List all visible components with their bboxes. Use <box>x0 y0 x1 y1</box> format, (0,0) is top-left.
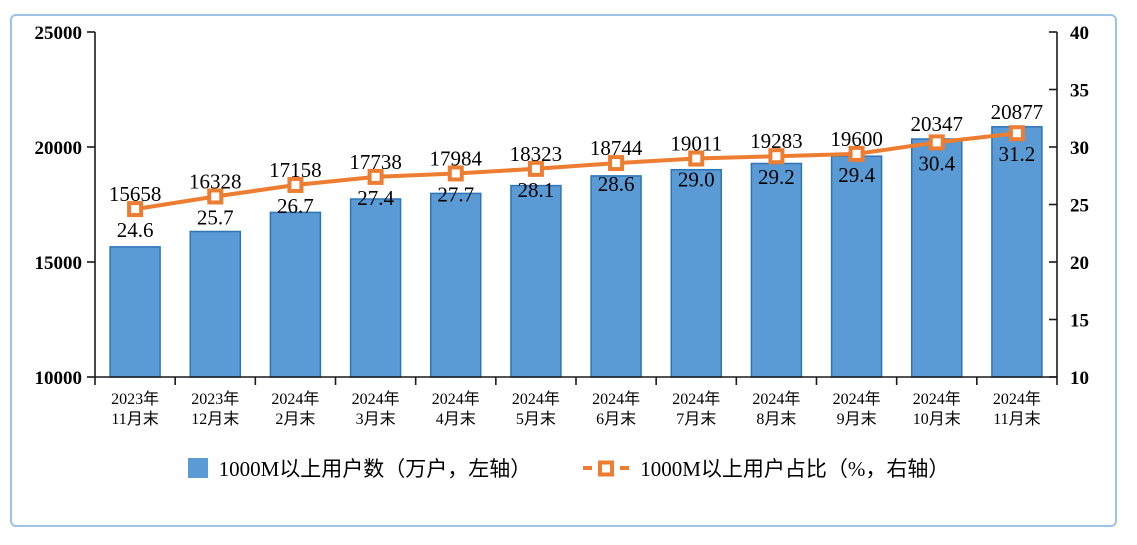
ratio-value-label-10: 30.4 <box>918 151 955 175</box>
ratio-marker-0 <box>127 201 144 218</box>
ratio-value-label-2: 26.7 <box>277 194 314 218</box>
x-axis-category-label-4: 2024年 4月末 <box>432 390 480 428</box>
line-series-marker-icon <box>583 460 630 477</box>
bar-value-label-5: 18323 <box>510 142 563 166</box>
left-axis-tick-label-1: 20000 <box>35 138 83 159</box>
x-axis-category-label-5: 2024年 5月末 <box>512 390 560 428</box>
x-axis-category-label-6: 2024年 6月末 <box>592 390 640 428</box>
left-axis-tick-label-0: 25000 <box>35 23 83 44</box>
x-axis-category-label-0: 2023年 11月末 <box>111 390 159 428</box>
bar-value-label-2: 17158 <box>269 158 322 182</box>
ratio-value-label-5: 28.1 <box>518 178 555 202</box>
ratio-marker-10 <box>928 134 945 151</box>
bar-5 <box>510 184 562 378</box>
bar-9 <box>830 155 883 378</box>
bar-1 <box>189 230 241 378</box>
ratio-marker-7 <box>688 150 705 167</box>
bar-value-label-7: 19011 <box>670 132 722 156</box>
left-axis-tick-label-3: 10000 <box>35 368 83 389</box>
bar-7 <box>670 168 722 378</box>
bar-3 <box>349 198 402 378</box>
x-axis-category-label-2: 2024年 2月末 <box>271 390 319 428</box>
bar-value-label-4: 17984 <box>430 147 483 171</box>
right-axis-tick-label-6: 10 <box>1070 368 1089 389</box>
bar-series-swatch-icon <box>187 458 208 478</box>
x-axis-category-label-7: 2024年 7月末 <box>672 390 720 428</box>
ratio-marker-8 <box>768 148 785 165</box>
ratio-marker-5 <box>527 160 544 177</box>
right-axis-tick-label-5: 15 <box>1070 311 1089 332</box>
right-axis-tick-label-1: 35 <box>1070 81 1089 102</box>
ratio-marker-6 <box>608 155 625 172</box>
x-axis-category-label-10: 2024年 10月末 <box>913 390 961 428</box>
bar-10 <box>911 138 963 378</box>
ratio-value-label-4: 27.7 <box>437 183 474 207</box>
left-axis-tick-label-2: 15000 <box>35 253 83 274</box>
bar-value-label-0: 15658 <box>109 182 162 206</box>
ratio-value-label-3: 27.4 <box>357 186 394 210</box>
bar-2 <box>269 211 322 378</box>
chart-legend: 1000M以上用户数（万户，左轴） 1000M以上用户占比（%，右轴） <box>0 453 1137 483</box>
ratio-marker-4 <box>447 165 464 182</box>
bar-6 <box>590 175 642 378</box>
legend-item-line-series: 1000M以上用户占比（%，右轴） <box>583 453 949 483</box>
ratio-marker-11 <box>1008 125 1025 142</box>
right-axis-tick-label-2: 30 <box>1070 138 1089 159</box>
right-axis-tick-label-4: 20 <box>1070 253 1089 274</box>
ratio-value-label-9: 29.4 <box>838 163 875 187</box>
x-axis-category-label-1: 2023年 12月末 <box>191 390 239 428</box>
bar-8 <box>750 162 803 378</box>
right-axis-tick-label-3: 25 <box>1070 196 1089 217</box>
x-axis-category-label-8: 2024年 8月末 <box>752 390 800 428</box>
bar-value-label-6: 18744 <box>590 136 643 160</box>
ratio-value-label-1: 25.7 <box>197 206 234 230</box>
ratio-value-label-6: 28.6 <box>598 172 635 196</box>
bar-value-label-9: 19600 <box>830 127 883 151</box>
legend-item-bar-series: 1000M以上用户数（万户，左轴） <box>187 453 532 483</box>
ratio-marker-2 <box>287 176 304 193</box>
ratio-value-label-8: 29.2 <box>758 165 795 189</box>
ratio-value-label-7: 29.0 <box>678 168 715 192</box>
legend-line-series-label: 1000M以上用户占比（%，右轴） <box>640 457 950 481</box>
bar-value-label-3: 17738 <box>349 150 402 174</box>
bar-value-label-10: 20347 <box>911 112 964 136</box>
bar-0 <box>109 246 161 378</box>
bar-value-label-8: 19283 <box>750 129 803 153</box>
ratio-marker-9 <box>848 145 865 162</box>
ratio-line <box>134 131 1018 212</box>
bar-value-label-11: 20877 <box>991 100 1044 124</box>
x-axis-category-label-11: 2024年 11月末 <box>993 390 1041 428</box>
ratio-value-label-0: 24.6 <box>117 218 154 242</box>
bar-value-label-1: 16328 <box>189 170 242 194</box>
x-axis-category-label-3: 2024年 3月末 <box>352 390 400 428</box>
right-axis-tick-label-0: 40 <box>1070 23 1089 44</box>
ratio-marker-1 <box>207 188 224 205</box>
ratio-value-label-11: 31.2 <box>999 142 1036 166</box>
bar-4 <box>430 192 482 378</box>
x-axis-category-label-9: 2024年 9月末 <box>833 390 881 428</box>
legend-bar-series-label: 1000M以上用户数（万户，左轴） <box>218 457 532 481</box>
ratio-marker-3 <box>367 168 384 185</box>
